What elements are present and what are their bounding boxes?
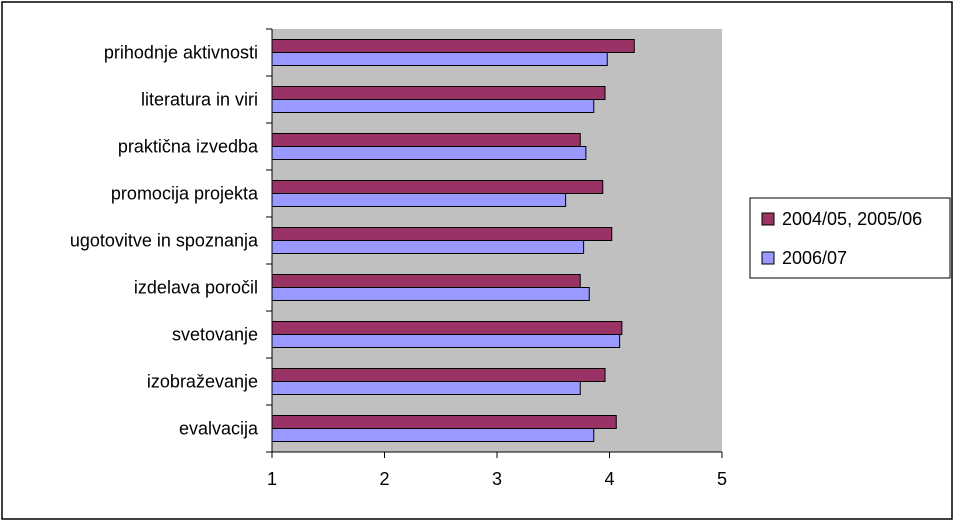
- category-label: literatura in viri: [141, 90, 258, 110]
- bar-series2-8: [271, 381, 581, 395]
- legend-label-1: 2004/05, 2005/06: [782, 209, 922, 229]
- bar-series1-5: [271, 227, 613, 241]
- bar-series1-6: [271, 274, 581, 288]
- bar-series1-8: [271, 368, 606, 382]
- legend-swatch-2: [761, 251, 775, 265]
- bar-series1-1: [271, 39, 635, 53]
- axes-group: prihodnje aktivnosti literatura in viri pr…: [70, 28, 727, 489]
- bar-series1-3: [271, 133, 581, 147]
- bar-series1-2: [271, 86, 606, 100]
- bar-series2-2: [271, 99, 595, 113]
- category-label: svetovanje: [172, 325, 258, 345]
- bars-group: [271, 39, 635, 442]
- bar-series1-9: [271, 415, 617, 429]
- bar-series2-1: [271, 52, 608, 66]
- legend-box: [749, 197, 951, 279]
- legend: 2004/05, 2005/06 2006/07: [749, 197, 951, 279]
- bar-series2-3: [271, 146, 587, 160]
- x-tick-label: 5: [717, 469, 727, 489]
- x-tick-label: 3: [492, 469, 502, 489]
- bar-series2-9: [271, 428, 595, 442]
- x-tick-label: 1: [267, 469, 277, 489]
- legend-swatch-1: [761, 212, 775, 226]
- category-label: prihodnje aktivnosti: [104, 43, 258, 63]
- bar-series1-4: [271, 180, 604, 194]
- legend-label-2: 2006/07: [782, 248, 847, 268]
- category-label: praktična izvedba: [118, 137, 259, 157]
- x-tick-label: 4: [604, 469, 614, 489]
- bar-series2-7: [271, 334, 621, 348]
- category-label: izdelava poročil: [134, 278, 258, 298]
- category-label: ugotovitve in spoznanja: [70, 231, 259, 251]
- category-label: izobraževanje: [147, 372, 258, 392]
- category-label: evalvacija: [179, 419, 259, 439]
- bar-series2-6: [271, 287, 590, 301]
- bar-series2-5: [271, 240, 585, 254]
- category-label: promocija projekta: [111, 184, 259, 204]
- bar-series1-7: [271, 321, 623, 335]
- bar-series2-4: [271, 193, 567, 207]
- x-tick-label: 2: [379, 469, 389, 489]
